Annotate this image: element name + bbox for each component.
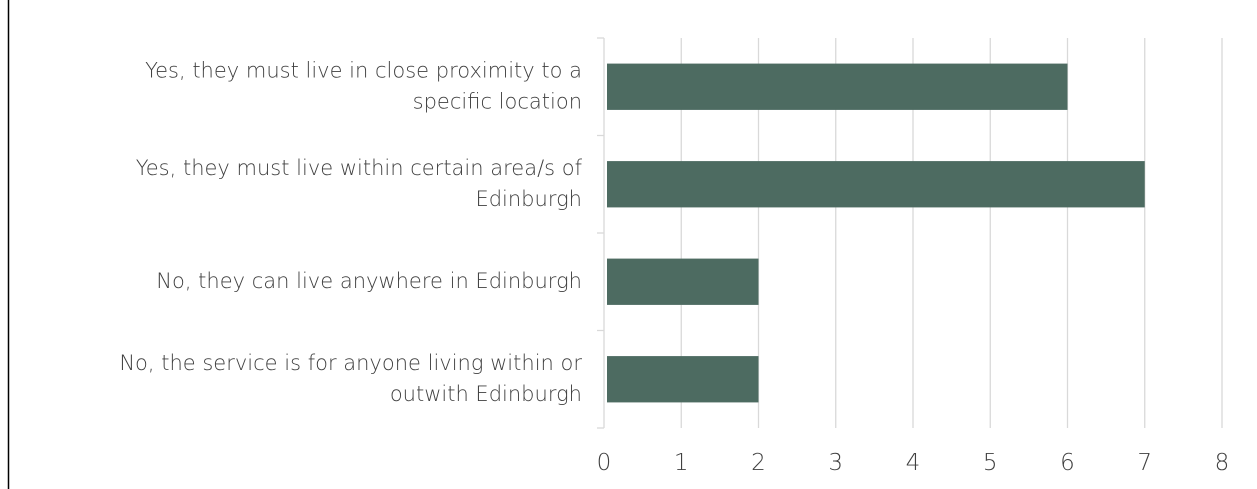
category-label-4: No, the service is for anyone living wit… <box>119 351 582 406</box>
category-label-2: Yes, they must live within certain area/… <box>136 156 583 211</box>
category-label-line: No, they can live anywhere in Edinburgh <box>156 269 582 293</box>
category-label-line: Edinburgh <box>475 187 582 211</box>
x-tick-label-3: 3 <box>828 450 843 476</box>
bar-1 <box>607 63 1068 110</box>
x-tick-label-1: 1 <box>674 450 689 476</box>
category-labels: Yes, they must live in close proximity t… <box>119 58 582 406</box>
x-tick-label-5: 5 <box>983 450 998 476</box>
category-label-3: No, they can live anywhere in Edinburgh <box>156 269 582 293</box>
x-tick-label-8: 8 <box>1215 450 1230 476</box>
x-tick-label-6: 6 <box>1060 450 1075 476</box>
x-tick-label-0: 0 <box>597 450 612 476</box>
chart-frame <box>7 0 10 489</box>
x-tick-label-4: 4 <box>906 450 921 476</box>
category-label-line: Yes, they must live in close proximity t… <box>145 58 582 82</box>
bar-3 <box>607 258 759 305</box>
category-axis <box>597 37 605 429</box>
bar-2 <box>607 161 1145 208</box>
bar-4 <box>607 356 759 403</box>
x-axis-tick-labels: 0 1 2 3 4 5 6 7 8 <box>597 450 1230 476</box>
x-tick-label-7: 7 <box>1137 450 1152 476</box>
bars <box>607 63 1145 403</box>
category-label-line: Yes, they must live within certain area/… <box>136 156 583 180</box>
category-label-line: specific location <box>413 89 582 113</box>
category-label-1: Yes, they must live in close proximity t… <box>145 58 582 113</box>
x-tick-label-2: 2 <box>751 450 766 476</box>
category-label-line: No, the service is for anyone living wit… <box>119 351 582 375</box>
category-label-line: outwith Edinburgh <box>390 382 582 406</box>
